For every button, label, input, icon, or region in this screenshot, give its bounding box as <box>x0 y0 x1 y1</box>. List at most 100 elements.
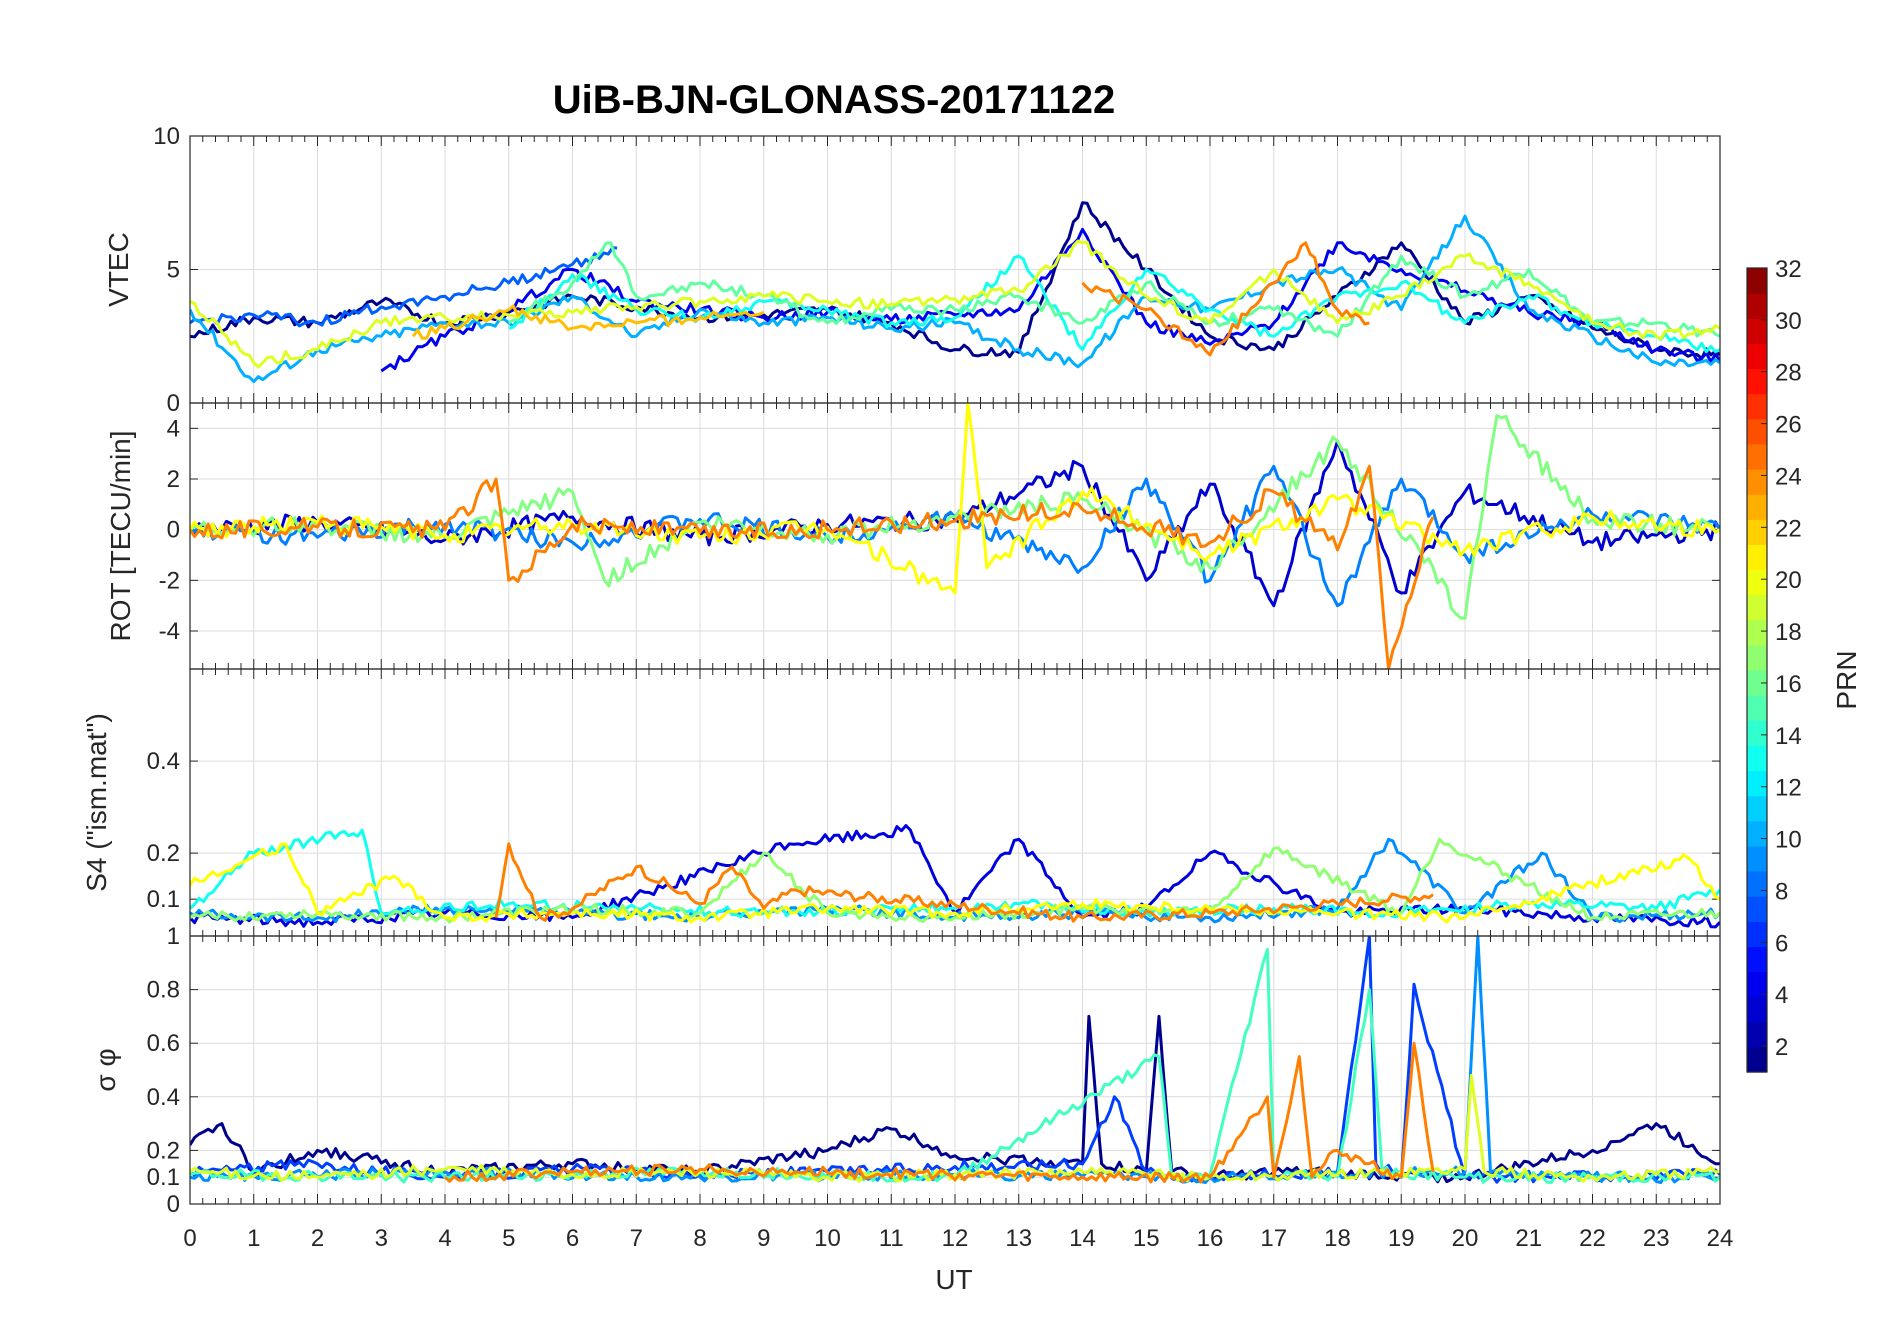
series-line-prn-24 <box>444 1041 1435 1184</box>
y-tick-label: 10 <box>153 123 180 150</box>
x-tick-label: 12 <box>942 1225 969 1252</box>
colorbar-swatch <box>1747 820 1767 847</box>
x-tick-label: 23 <box>1643 1225 1670 1252</box>
y-tick-label: 1 <box>167 923 180 950</box>
y-tick-label: 5 <box>167 257 180 284</box>
panel-1: 0 5 10 VTEC <box>103 123 1721 417</box>
colorbar-swatch <box>1747 695 1767 721</box>
y-tick-label: 0.1 <box>147 1164 180 1191</box>
series-line-prn-24 <box>494 842 1434 923</box>
x-tick-label: 14 <box>1069 1225 1096 1252</box>
y-tick-label: -2 <box>159 567 180 594</box>
series-line-prn-22 <box>411 304 765 340</box>
colorbar-swatch <box>1747 946 1767 973</box>
colorbar-tick-label: 12 <box>1775 775 1802 802</box>
series-group <box>190 403 1720 669</box>
y-tick-label: 0.8 <box>147 977 180 1004</box>
colorbar-tick-label: 28 <box>1775 360 1802 387</box>
x-tick-label: 11 <box>879 1225 904 1252</box>
colorbar-tick-label: 20 <box>1775 567 1802 594</box>
y-tick-label: 0.6 <box>147 1030 180 1057</box>
y-axis-label: VTEC <box>103 232 134 307</box>
colorbar-swatch <box>1747 418 1767 445</box>
colorbar-swatch <box>1747 494 1767 520</box>
colorbar-tick-label: 18 <box>1775 619 1802 646</box>
x-tick-label: 21 <box>1515 1225 1542 1252</box>
series-line-prn-19 <box>190 239 1720 369</box>
series-line-prn-20 <box>190 842 1720 924</box>
panel-4: 00.10.2 0.4 0.6 0.8 1 σ φ <box>90 923 1721 1218</box>
colorbar-tick-label: 24 <box>1775 463 1802 490</box>
x-tick-label: 18 <box>1324 1225 1351 1252</box>
series-group <box>190 201 1720 384</box>
y-axis-label: ROT [TECU/min] <box>105 430 136 641</box>
x-tick-label: 13 <box>1005 1225 1032 1252</box>
y-tick-label: 0.4 <box>147 748 180 775</box>
colorbar-tick-label: 26 <box>1775 412 1802 439</box>
x-axis: 0 1 2 3 4 5 6 7 8 9 10 11 12 13 14 15 16 17 18 19 20 21 22 23 24 <box>183 1225 1733 1252</box>
y-tick-label: 0.2 <box>147 1137 180 1164</box>
x-tick-label: 0 <box>183 1225 196 1252</box>
series-line-prn-24 <box>190 464 1435 669</box>
colorbar-frame <box>1746 267 1768 1073</box>
y-axis-label: σ φ <box>90 1048 121 1091</box>
colorbar-swatch <box>1747 770 1767 797</box>
series-line-prn-24 <box>1081 241 1370 357</box>
chart-title: UiB-BJN-GLONASS-20171122 <box>553 78 1115 122</box>
colorbar-tick-label: 14 <box>1775 723 1802 750</box>
y-tick-label: 0 <box>167 517 180 544</box>
colorbar-swatch <box>1747 619 1767 646</box>
panel-3: 0.1 0.2 0.4 S4 ("ism.mat") <box>81 668 1721 937</box>
colorbar-swatch <box>1747 318 1767 344</box>
colorbar-tick-label: 10 <box>1775 827 1802 854</box>
x-tick-label: 4 <box>438 1225 451 1252</box>
x-tick-label: 15 <box>1133 1225 1160 1252</box>
colorbar-swatch <box>1747 871 1767 897</box>
colorbar-swatch <box>1747 1021 1767 1048</box>
y-tick-label: 0.4 <box>147 1084 180 1111</box>
panel-2: -4 -2 0 2 4 ROT [TECU/min] <box>105 402 1721 670</box>
y-tick-label: 0 <box>167 390 180 417</box>
y-tick-label: -4 <box>159 618 180 645</box>
colorbar-label: PRN <box>1831 650 1862 709</box>
y-tick-label: 0.2 <box>147 840 180 867</box>
colorbar-tick-label: 30 <box>1775 308 1802 335</box>
x-tick-label: 8 <box>693 1225 706 1252</box>
colorbar-swatch <box>1747 569 1767 596</box>
colorbar-swatch <box>1747 1046 1767 1073</box>
colorbar-swatch <box>1747 544 1767 571</box>
x-tick-label: 20 <box>1452 1225 1479 1252</box>
colorbar-swatch <box>1747 644 1767 671</box>
x-tick-label: 6 <box>566 1225 579 1252</box>
y-tick-label: 2 <box>167 466 180 493</box>
y-tick-label: 4 <box>167 415 180 442</box>
x-tick-label: 24 <box>1707 1225 1734 1252</box>
colorbar-tick-label: 16 <box>1775 671 1802 698</box>
y-tick-label: 0.1 <box>147 886 180 913</box>
y-axis-label: S4 ("ism.mat") <box>81 713 112 892</box>
colorbar-swatch <box>1747 971 1767 998</box>
colorbar-swatch <box>1747 921 1767 947</box>
colorbar-tick-label: 4 <box>1775 982 1788 1009</box>
colorbar-tick-label: 2 <box>1775 1034 1788 1061</box>
colorbar-swatch <box>1747 519 1767 545</box>
colorbar-swatch <box>1747 443 1767 470</box>
colorbar-tick-label: 6 <box>1775 930 1788 957</box>
series-line-prn-20 <box>190 403 1720 595</box>
colorbar-swatch <box>1747 720 1767 746</box>
y-tick-label: 0 <box>167 1191 180 1218</box>
colorbar-swatch <box>1747 293 1767 319</box>
x-tick-label: 2 <box>311 1225 324 1252</box>
colorbar-swatch <box>1747 393 1767 420</box>
series-line-prn-10 <box>190 214 1720 384</box>
colorbar-swatch <box>1747 268 1767 294</box>
x-tick-label: 16 <box>1197 1225 1224 1252</box>
colorbar-swatch <box>1747 670 1767 696</box>
colorbar-tick-label: 22 <box>1775 515 1802 542</box>
colorbar-swatch <box>1747 896 1767 922</box>
colorbar-swatch <box>1747 368 1767 395</box>
series-line-prn-7 <box>190 246 618 328</box>
